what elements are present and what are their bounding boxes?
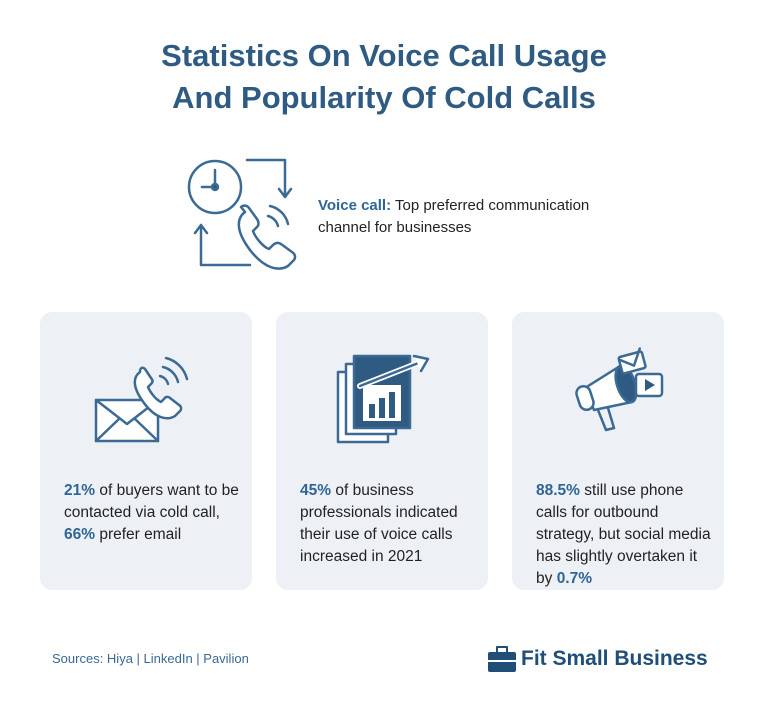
card-icon (575, 347, 664, 432)
brand-logo (488, 646, 516, 672)
title-line: And Popularity Of Cold Calls (172, 80, 596, 115)
title-line: Statistics On Voice Call Usage (161, 38, 607, 73)
feature-icon (187, 158, 297, 270)
highlight: 21% (64, 482, 96, 499)
highlight: 45% (300, 482, 332, 499)
card-icon (94, 356, 189, 443)
feature-text: Voice call: Top preferred communication … (318, 195, 638, 239)
card-text: 21% of buyers want to be contacted via c… (64, 480, 240, 546)
text: of business professionals indicated thei… (300, 482, 458, 565)
text: of buyers want to be contacted via cold … (64, 482, 239, 521)
highlight: Voice call: (318, 197, 392, 214)
text: still use phone calls for outbound strat… (536, 482, 711, 587)
card-icon (336, 354, 430, 444)
brand-name: Fit Small Business (521, 647, 708, 670)
card-text: 88.5% still use phone calls for outbound… (536, 480, 712, 590)
sources: Sources: Hiya | LinkedIn | Pavilion (52, 651, 249, 666)
text: Top preferred communication channel for … (318, 197, 590, 236)
highlight: 66% (64, 526, 96, 543)
card-text: 45% of business professionals indicated … (300, 480, 476, 568)
highlight: 0.7% (556, 570, 593, 587)
stat-card: 21% of buyers want to be contacted via c… (40, 312, 252, 590)
text: prefer email (95, 526, 182, 543)
highlight: 88.5% (536, 482, 580, 499)
